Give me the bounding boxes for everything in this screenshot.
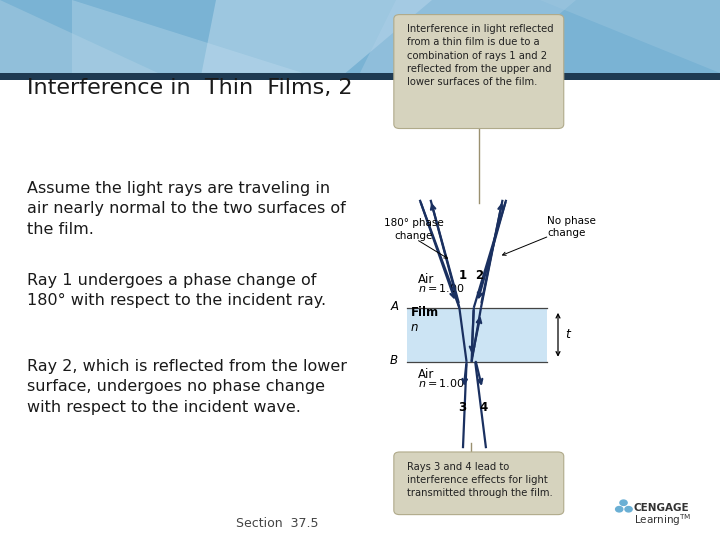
Text: Air: Air — [418, 368, 434, 381]
Polygon shape — [0, 0, 158, 73]
Bar — [407, 308, 547, 362]
Text: CENGAGE: CENGAGE — [634, 503, 689, 512]
FancyBboxPatch shape — [394, 452, 564, 515]
Text: $n$: $n$ — [410, 321, 419, 334]
Text: 180° phase
change: 180° phase change — [384, 218, 444, 241]
Text: Rays 3 and 4 lead to
interference effects for light
transmitted through the film: Rays 3 and 4 lead to interference effect… — [407, 462, 552, 498]
Text: Film: Film — [410, 306, 438, 319]
Text: Interference in  Thin  Films, 2: Interference in Thin Films, 2 — [27, 78, 353, 98]
Text: Assume the light rays are traveling in
air nearly normal to the two surfaces of
: Assume the light rays are traveling in a… — [27, 181, 346, 237]
Circle shape — [616, 507, 623, 512]
Text: Section  37.5: Section 37.5 — [236, 517, 318, 530]
Text: 4: 4 — [480, 401, 488, 414]
Text: 3: 3 — [458, 401, 467, 414]
Bar — [0, 73, 720, 80]
Text: Air: Air — [418, 273, 434, 286]
Text: $n = 1.00$: $n = 1.00$ — [418, 377, 464, 389]
Circle shape — [620, 500, 627, 505]
Text: $t$: $t$ — [565, 328, 572, 341]
Text: $n = 1.00$: $n = 1.00$ — [418, 282, 464, 294]
Text: 1: 1 — [459, 269, 467, 282]
Text: 2: 2 — [475, 269, 483, 282]
Text: B: B — [390, 354, 398, 367]
Bar — [0, 0, 720, 73]
Text: No phase
change: No phase change — [547, 215, 596, 238]
Text: Ray 1 undergoes a phase change of
180° with respect to the incident ray.: Ray 1 undergoes a phase change of 180° w… — [27, 273, 326, 308]
Polygon shape — [72, 0, 302, 73]
Text: Ray 2, which is reflected from the lower
surface, undergoes no phase change
with: Ray 2, which is reflected from the lower… — [27, 359, 347, 415]
Circle shape — [625, 507, 632, 512]
Text: A: A — [390, 300, 398, 313]
Polygon shape — [202, 0, 432, 73]
Text: Interference in light reflected
from a thin film is due to a
combination of rays: Interference in light reflected from a t… — [407, 24, 554, 87]
Text: Learning$^{\mathregular{TM}}$: Learning$^{\mathregular{TM}}$ — [634, 512, 691, 528]
FancyBboxPatch shape — [394, 15, 564, 129]
Polygon shape — [360, 0, 576, 73]
Polygon shape — [540, 0, 720, 73]
